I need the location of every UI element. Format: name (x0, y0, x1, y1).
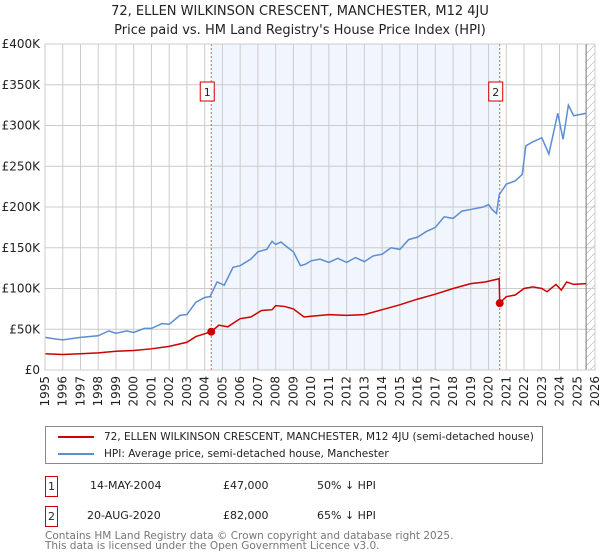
x-tick-label: 2024 (553, 376, 567, 407)
x-tick-label: 2016 (411, 376, 425, 407)
sale-hpi: 65% ↓ HPI (317, 509, 376, 522)
series-line (44, 102, 587, 341)
sale-price: £82,000 (223, 509, 269, 522)
footer-copyright: Contains HM Land Registry data © Crown c… (45, 530, 454, 542)
sale-date: 20-AUG-2020 (87, 509, 161, 522)
y-tick-label: £0 (25, 363, 40, 377)
x-tick-label: 2025 (570, 376, 584, 407)
legend-label: HPI: Average price, semi-detached house,… (104, 448, 389, 460)
legend-item-property: 72, ELLEN WILKINSON CRESCENT, MANCHESTER… (58, 431, 534, 443)
sale-marker-badge: 1 (45, 476, 58, 497)
x-tick-label: 2019 (464, 376, 478, 407)
legend: 72, ELLEN WILKINSON CRESCENT, MANCHESTER… (45, 426, 543, 464)
x-tick-label: 1999 (109, 376, 123, 407)
x-tick-label: 2018 (446, 376, 460, 407)
x-tick-label: 2014 (375, 376, 389, 407)
y-tick-label: £350K (2, 78, 42, 92)
sale-label: 2 (492, 86, 499, 99)
legend-item-hpi: HPI: Average price, semi-detached house,… (58, 448, 389, 460)
x-tick-label: 2022 (517, 376, 531, 407)
x-tick-label: 2007 (251, 376, 265, 407)
x-tick-label: 2023 (535, 376, 549, 407)
y-tick-label: £100K (2, 282, 42, 296)
sale-marker-badge: 2 (45, 506, 58, 527)
chart-title: 72, ELLEN WILKINSON CRESCENT, MANCHESTER… (111, 4, 489, 19)
x-tick-label: 2001 (144, 376, 158, 407)
sale-price: £47,000 (223, 479, 269, 492)
x-tick-label: 1997 (73, 376, 87, 407)
x-tick-label: 2003 (180, 376, 194, 407)
sale-row-1: 1 14-MAY-2004 £47,000 50% ↓ HPI (45, 476, 545, 497)
x-tick-label: 2021 (499, 376, 513, 407)
x-tick-label: 2020 (482, 376, 496, 407)
sale-label-box (488, 81, 504, 102)
sale-label: 1 (204, 86, 211, 99)
y-tick-label: £150K (2, 241, 42, 255)
legend-label: 72, ELLEN WILKINSON CRESCENT, MANCHESTER… (104, 431, 534, 443)
x-tick-label: 2013 (357, 376, 371, 407)
footer-licence: This data is licensed under the Open Gov… (45, 540, 380, 552)
x-tick-label: 1998 (91, 376, 105, 407)
chart-subtitle: Price paid vs. HM Land Registry's House … (114, 23, 486, 38)
sale-label-box (199, 81, 215, 102)
x-tick-label: 2026 (588, 376, 600, 407)
x-tick-label: 1996 (56, 376, 70, 407)
footer: Contains HM Land Registry data © Crown c… (45, 530, 454, 552)
y-tick-label: £200K (2, 200, 42, 214)
sale-row-2: 2 20-AUG-2020 £82,000 65% ↓ HPI (45, 506, 545, 527)
sale-hpi: 50% ↓ HPI (317, 479, 376, 492)
y-tick-label: £400K (2, 37, 42, 51)
x-tick-label: 2012 (340, 376, 354, 407)
plot-frame (44, 43, 596, 371)
x-tick-label: 1995 (38, 376, 52, 407)
y-tick-label: £250K (2, 159, 42, 173)
x-tick-label: 2005 (215, 376, 229, 407)
sale-point (207, 327, 216, 336)
x-tick-label: 2008 (269, 376, 283, 407)
series-line (44, 277, 587, 356)
sale-point (495, 299, 504, 308)
x-tick-label: 2015 (393, 376, 407, 407)
y-tick-label: £300K (2, 119, 42, 133)
x-tick-label: 2017 (428, 376, 442, 407)
x-tick-label: 2004 (198, 376, 212, 407)
x-tick-label: 2002 (162, 376, 176, 407)
sale-date: 14-MAY-2004 (90, 479, 162, 492)
x-tick-label: 2009 (286, 376, 300, 407)
price-chart: £0 £50K £100K £150K £200K £250K £300K £350K £400… (2, 37, 600, 407)
x-tick-label: 2011 (322, 376, 336, 407)
x-tick-label: 2010 (304, 376, 318, 407)
y-tick-label: £50K (9, 322, 41, 336)
x-tick-label: 2000 (127, 376, 141, 407)
x-tick-label: 2006 (233, 376, 247, 407)
